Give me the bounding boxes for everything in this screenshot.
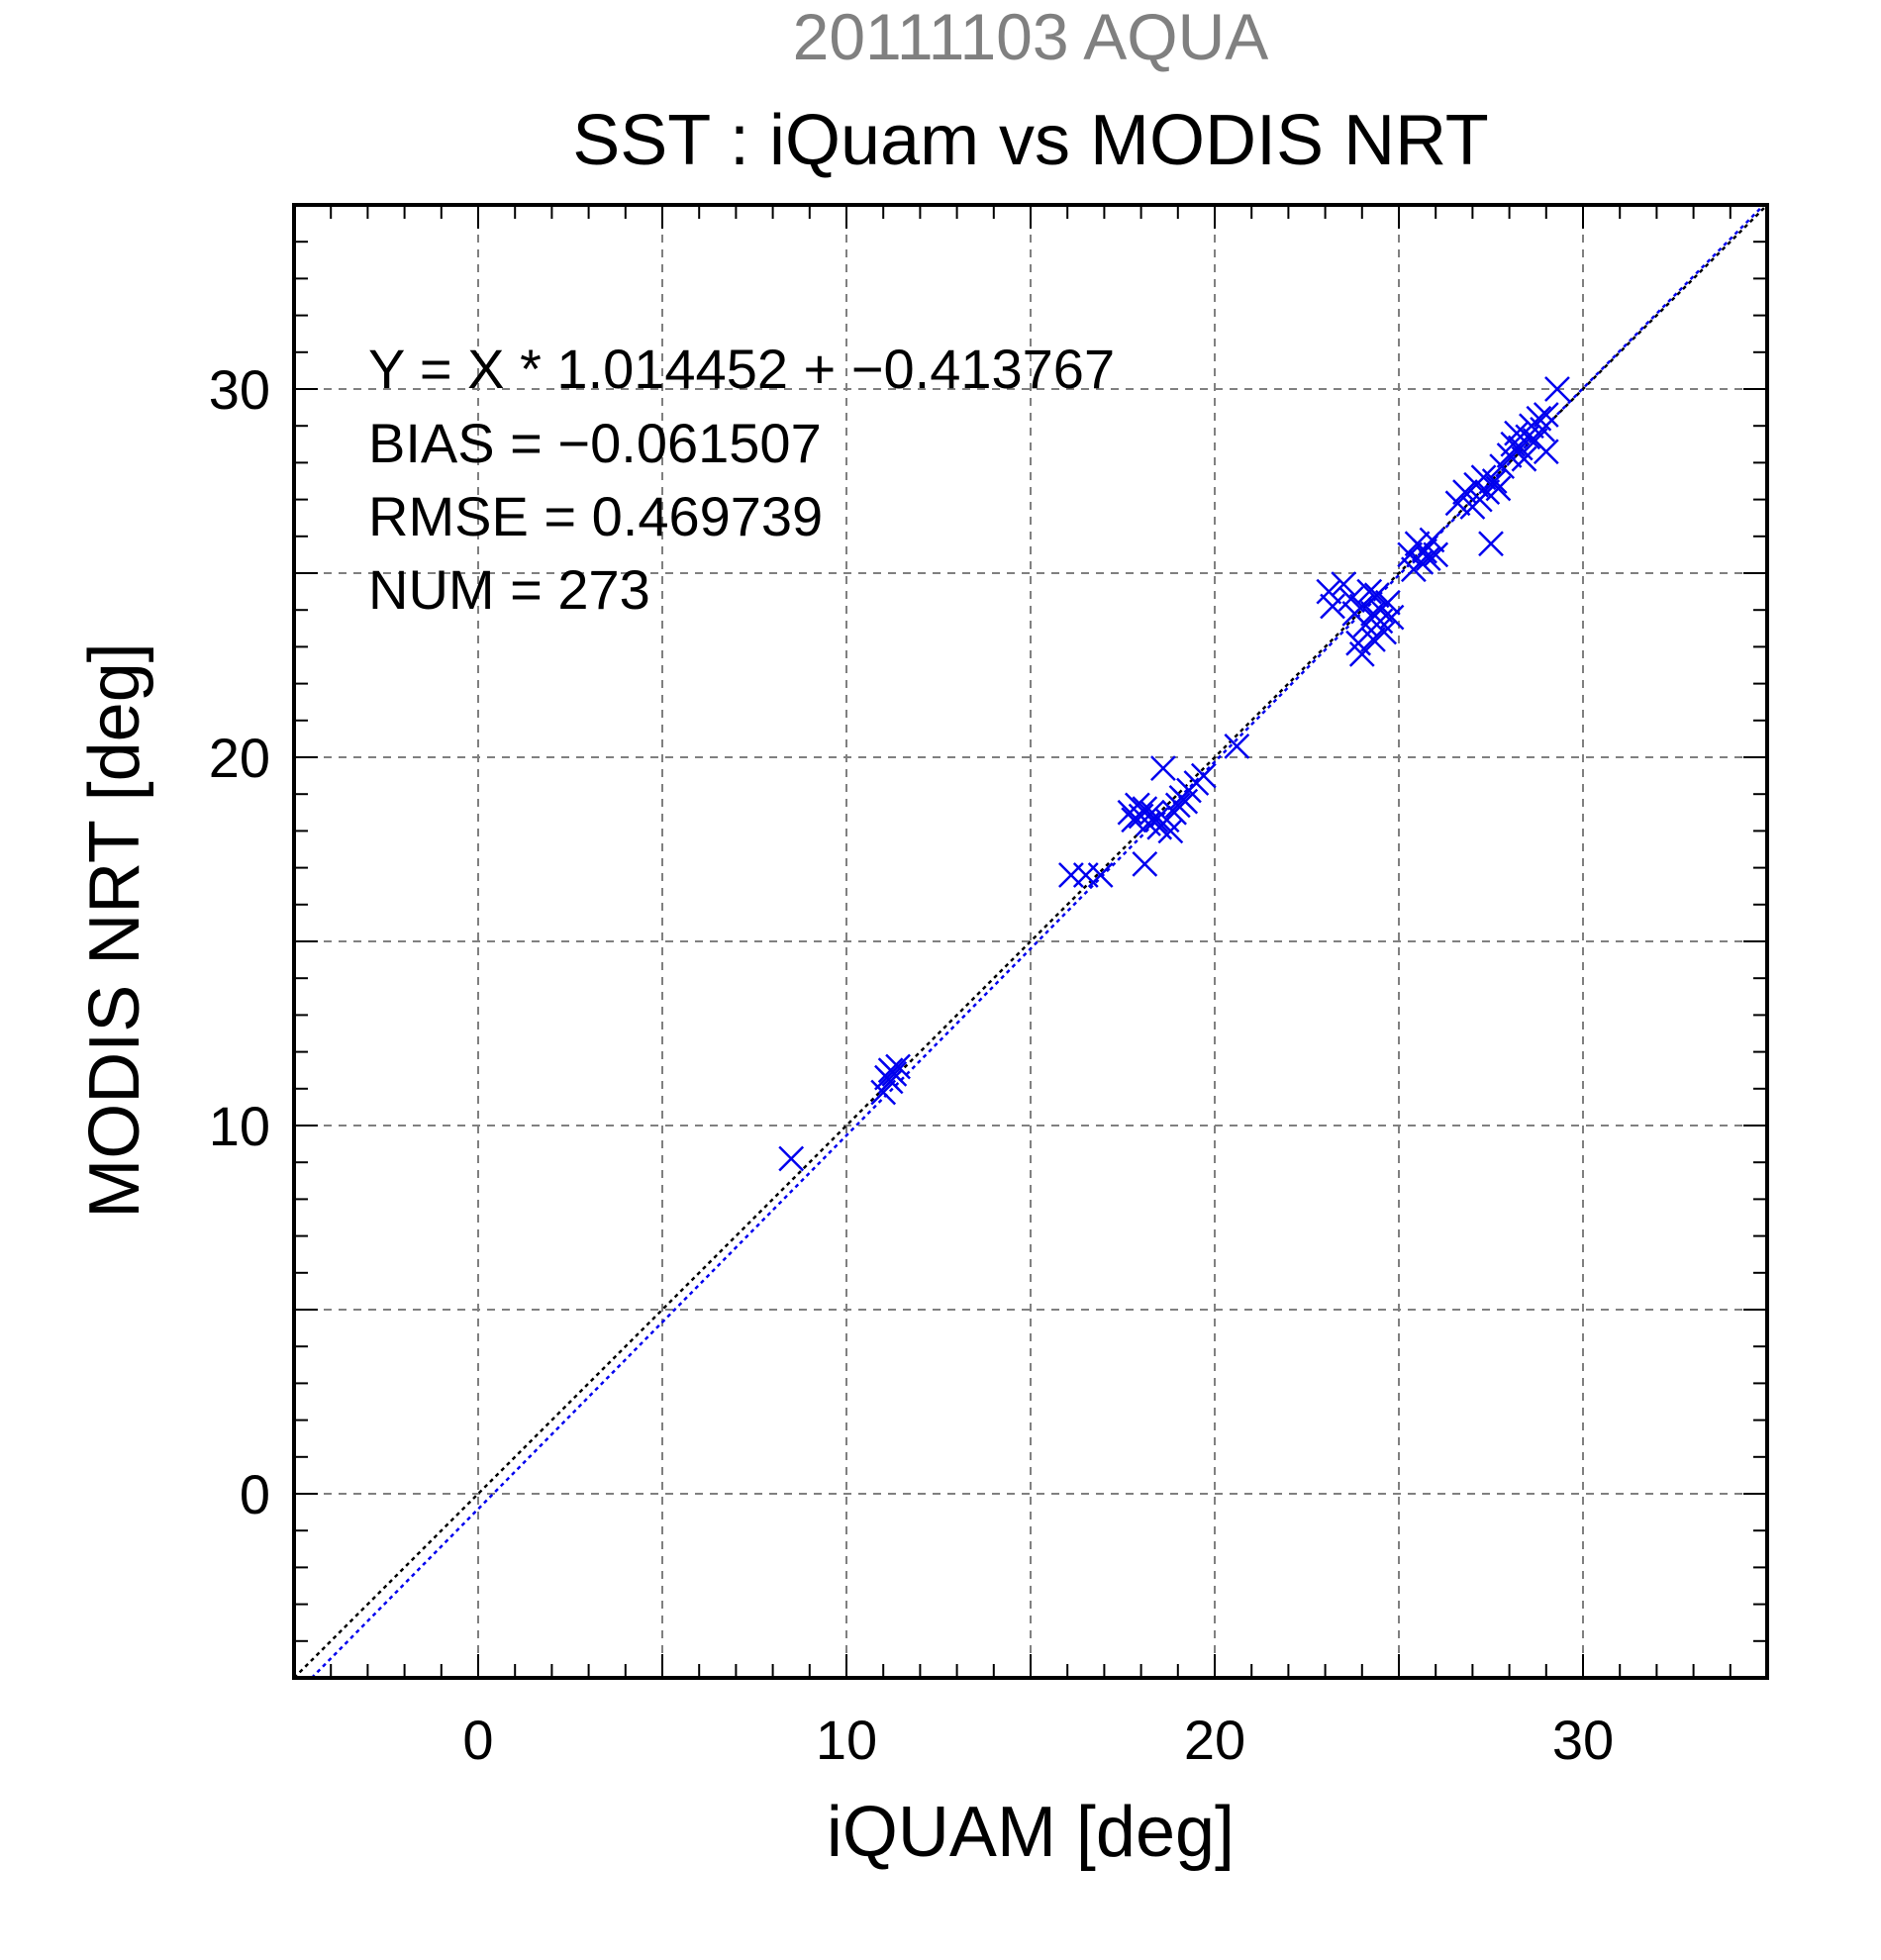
y-tick-label: 0 [240,1463,270,1525]
stats-num: NUM = 273 [368,558,650,621]
data-point [1374,589,1401,616]
x-axis-label: iQUAM [deg] [827,1793,1235,1872]
data-point [1190,762,1217,789]
data-point [1331,571,1357,598]
x-tick-label: 20 [1184,1709,1245,1771]
data-point [1142,807,1169,833]
data-point [1544,376,1570,402]
data-point [1337,586,1364,612]
data-point [1485,475,1512,502]
chart-title: SST : iQuam vs MODIS NRT [572,101,1489,180]
data-point [1481,468,1508,494]
data-point [1533,439,1559,465]
data-point [870,1079,897,1106]
stats-box: Y = X * 1.014452 + −0.413767 BIAS = −0.0… [368,338,1115,621]
data-point [1150,755,1176,782]
plot-frame [292,203,1769,1680]
y-axis-label: MODIS NRT [deg] [75,642,154,1219]
stats-rmse: RMSE = 0.469739 [368,485,823,547]
data-point [877,1068,904,1095]
data-point [1058,862,1084,888]
x-tick-labels: 0 10 20 30 [462,1709,1614,1771]
data-point [1356,578,1383,605]
y-tick-label: 20 [209,727,270,789]
data-point [1132,850,1158,877]
data-point [1511,445,1537,472]
data-points [778,376,1570,1172]
x-tick-label: 30 [1552,1709,1614,1771]
data-point [1072,862,1099,888]
data-point [881,1061,908,1087]
data-point [885,1053,911,1080]
grid [294,205,1767,1678]
data-point [778,1145,805,1172]
data-point [1348,640,1375,667]
y-tick-label: 30 [209,358,270,421]
data-point [1164,792,1191,819]
data-point [1530,417,1555,442]
y-tick-labels: 0 10 20 30 [209,358,270,1525]
data-point [1320,593,1345,620]
data-point [1423,541,1449,568]
minor-ticks [294,205,1767,1678]
data-point [1452,479,1478,506]
data-point [1360,627,1386,652]
data-point [1316,578,1342,605]
y-tick-label: 10 [209,1095,270,1157]
stats-regression: Y = X * 1.014452 + −0.413767 [368,338,1115,400]
stats-bias: BIAS = −0.061507 [368,412,822,474]
data-point [1371,619,1398,645]
data-point [1415,545,1441,572]
data-point [1478,531,1504,557]
data-point [1533,402,1559,428]
chart-suptitle: 20111103 AQUA [793,0,1269,73]
data-point [1419,527,1445,553]
data-point [1378,604,1405,631]
data-point [1363,582,1390,609]
data-point [1087,862,1114,888]
x-tick-label: 0 [462,1709,493,1771]
x-tick-label: 10 [816,1709,877,1771]
data-point [1224,733,1250,759]
